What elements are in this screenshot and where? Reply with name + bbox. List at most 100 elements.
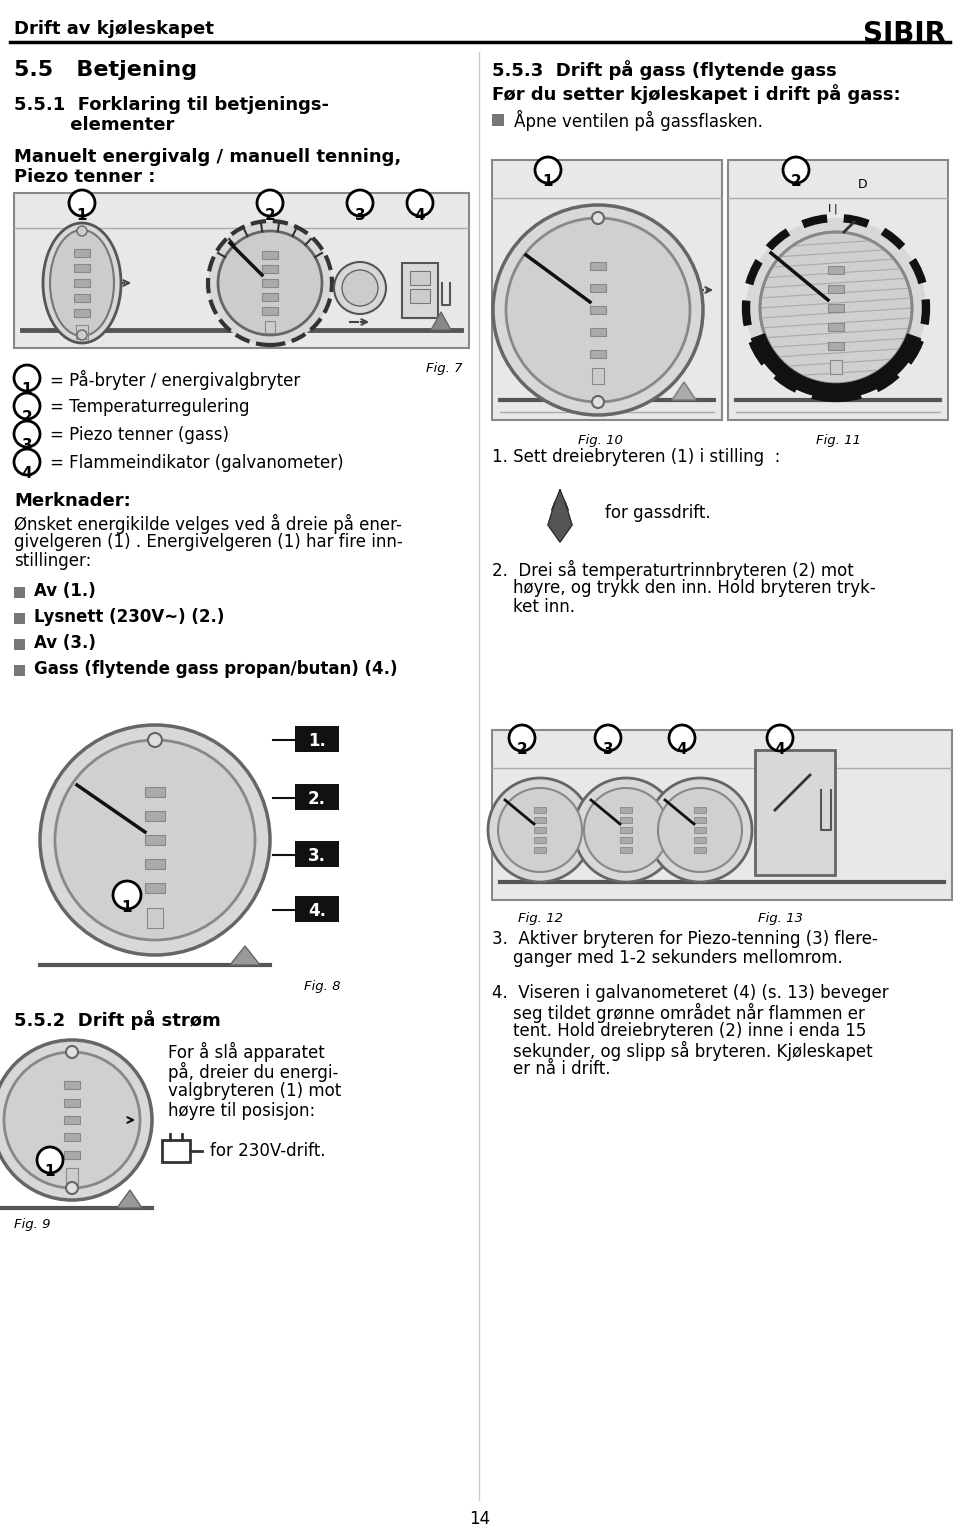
Bar — [534, 827, 546, 833]
Ellipse shape — [50, 230, 114, 335]
Bar — [147, 908, 163, 928]
Bar — [828, 341, 844, 351]
Text: valgbryteren (1) mot: valgbryteren (1) mot — [168, 1082, 341, 1099]
Circle shape — [14, 364, 40, 390]
Circle shape — [0, 1040, 152, 1200]
Circle shape — [14, 421, 40, 447]
Circle shape — [208, 220, 332, 344]
Bar — [694, 807, 706, 813]
Bar — [694, 837, 706, 844]
Bar — [64, 1151, 80, 1159]
Text: Før du setter kjøleskapet i drift på gass:: Før du setter kjøleskapet i drift på gas… — [492, 84, 900, 104]
Bar — [145, 883, 165, 893]
Text: 1: 1 — [542, 175, 553, 190]
Bar — [620, 827, 632, 833]
Circle shape — [342, 269, 378, 306]
Bar — [694, 847, 706, 853]
Bar — [64, 1099, 80, 1107]
Text: ket inn.: ket inn. — [492, 599, 575, 615]
Text: seg tildet grønne området når flammen er: seg tildet grønne området når flammen er — [492, 1003, 865, 1023]
Text: på, dreier du energi-: på, dreier du energi- — [168, 1063, 338, 1082]
Bar — [145, 859, 165, 870]
Bar — [74, 279, 90, 286]
Bar — [64, 1133, 80, 1141]
Circle shape — [113, 880, 141, 909]
Bar — [64, 1116, 80, 1124]
Circle shape — [407, 190, 433, 216]
Text: høyre til posisjon:: høyre til posisjon: — [168, 1102, 315, 1121]
Text: Fig. 9: Fig. 9 — [14, 1219, 51, 1231]
Bar — [402, 263, 438, 318]
Text: Merknader:: Merknader: — [14, 491, 131, 510]
Bar — [830, 360, 842, 374]
Circle shape — [257, 190, 283, 216]
Text: 4: 4 — [415, 208, 425, 222]
Bar — [14, 612, 25, 625]
Text: Ønsket energikilde velges ved å dreie på ener-: Ønsket energikilde velges ved å dreie på… — [14, 514, 402, 534]
Circle shape — [493, 205, 703, 415]
Circle shape — [595, 726, 621, 752]
Bar — [534, 807, 546, 813]
Circle shape — [648, 778, 752, 882]
Bar — [590, 283, 606, 292]
Text: D: D — [858, 178, 868, 191]
Circle shape — [69, 190, 95, 216]
Bar — [620, 818, 632, 824]
Text: Av (3.): Av (3.) — [34, 634, 96, 652]
Bar — [620, 807, 632, 813]
Bar — [14, 638, 25, 651]
Bar — [145, 811, 165, 821]
Bar — [262, 279, 278, 286]
Text: sekunder, og slipp så bryteren. Kjøleskapet: sekunder, og slipp så bryteren. Kjøleska… — [492, 1041, 873, 1061]
Bar — [295, 841, 339, 867]
Text: Fig. 10: Fig. 10 — [578, 433, 623, 447]
Circle shape — [148, 733, 162, 747]
Text: elementer: elementer — [14, 116, 175, 135]
Circle shape — [488, 778, 592, 882]
Text: er nå i drift.: er nå i drift. — [492, 1059, 611, 1078]
Text: 1: 1 — [122, 900, 132, 916]
Circle shape — [783, 158, 809, 184]
Text: Fig. 11: Fig. 11 — [816, 433, 861, 447]
Bar — [66, 1168, 78, 1183]
Text: Drift av kjøleskapet: Drift av kjøleskapet — [14, 20, 214, 38]
Text: I: I — [828, 204, 831, 214]
Text: 5.5.1  Forklaring til betjenings-: 5.5.1 Forklaring til betjenings- — [14, 96, 329, 113]
Circle shape — [40, 726, 270, 955]
Text: Av (1.): Av (1.) — [34, 582, 96, 600]
Text: 1: 1 — [77, 208, 87, 222]
Bar — [14, 664, 25, 677]
Text: 2.  Drei så temperaturtrinnbryteren (2) mot: 2. Drei så temperaturtrinnbryteren (2) m… — [492, 560, 853, 580]
Circle shape — [535, 158, 561, 184]
Bar — [14, 193, 469, 348]
Text: 2: 2 — [22, 410, 33, 426]
Text: = Temperaturregulering: = Temperaturregulering — [50, 398, 250, 416]
Bar — [295, 896, 339, 922]
Text: Fig. 12: Fig. 12 — [518, 912, 563, 925]
Bar — [590, 328, 606, 335]
Text: 2: 2 — [265, 208, 276, 222]
Text: Fig. 13: Fig. 13 — [758, 912, 803, 925]
Text: 5.5   Betjening: 5.5 Betjening — [14, 60, 197, 80]
Polygon shape — [752, 334, 921, 398]
Bar — [295, 784, 339, 810]
Bar — [14, 586, 25, 599]
Bar — [145, 787, 165, 798]
Text: 5.5.2  Drift på strøm: 5.5.2 Drift på strøm — [14, 1010, 221, 1030]
Bar — [590, 306, 606, 314]
Text: 3.: 3. — [308, 847, 326, 865]
Polygon shape — [548, 490, 572, 542]
Bar — [620, 837, 632, 844]
Bar — [74, 263, 90, 273]
Text: 4: 4 — [22, 467, 33, 482]
Bar — [828, 285, 844, 292]
Text: Lysnett (230V~) (2.): Lysnett (230V~) (2.) — [34, 608, 225, 626]
Text: ganger med 1-2 sekunders mellomrom.: ganger med 1-2 sekunders mellomrom. — [492, 949, 843, 968]
Polygon shape — [117, 1190, 142, 1208]
Circle shape — [760, 233, 912, 384]
Circle shape — [218, 231, 322, 335]
Text: 14: 14 — [469, 1510, 491, 1528]
Bar — [262, 265, 278, 273]
Text: høyre, og trykk den inn. Hold bryteren tryk-: høyre, og trykk den inn. Hold bryteren t… — [492, 579, 876, 597]
Circle shape — [574, 778, 678, 882]
